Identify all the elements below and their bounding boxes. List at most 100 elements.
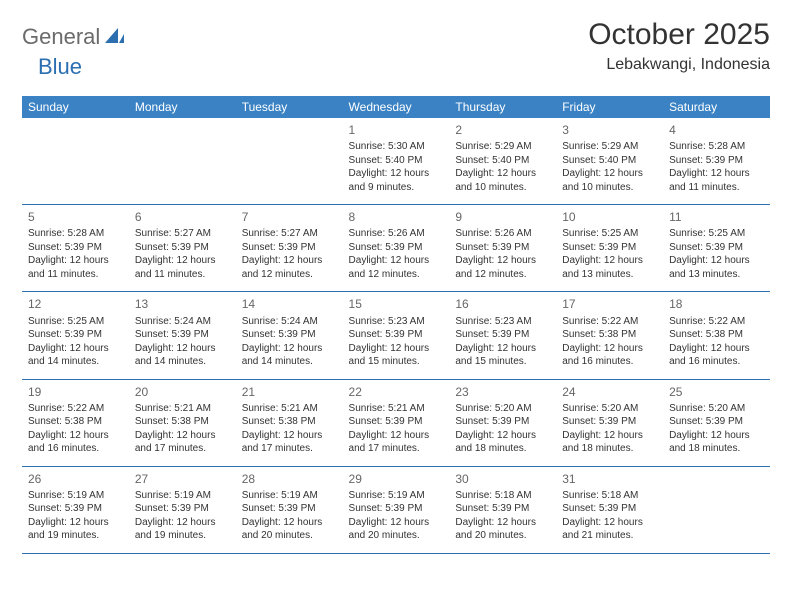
daylight-text: and 20 minutes. xyxy=(349,529,444,543)
day-number: 30 xyxy=(455,471,550,487)
daylight-text: and 17 minutes. xyxy=(135,442,230,456)
day-number: 21 xyxy=(242,384,337,400)
sunset-text: Sunset: 5:39 PM xyxy=(242,502,337,516)
calendar-day-cell: 4Sunrise: 5:28 AMSunset: 5:39 PMDaylight… xyxy=(663,118,770,205)
calendar-day-cell xyxy=(236,118,343,205)
daylight-text: and 9 minutes. xyxy=(349,181,444,195)
brand-logo: General xyxy=(22,24,127,50)
weekday-header: Saturday xyxy=(663,96,770,118)
daylight-text: and 19 minutes. xyxy=(28,529,123,543)
calendar-week-row: 12Sunrise: 5:25 AMSunset: 5:39 PMDayligh… xyxy=(22,292,770,379)
day-number: 14 xyxy=(242,296,337,312)
daylight-text: and 15 minutes. xyxy=(349,355,444,369)
day-number: 22 xyxy=(349,384,444,400)
daylight-text: Daylight: 12 hours xyxy=(135,429,230,443)
calendar-day-cell: 2Sunrise: 5:29 AMSunset: 5:40 PMDaylight… xyxy=(449,118,556,205)
sunrise-text: Sunrise: 5:21 AM xyxy=(135,402,230,416)
sunset-text: Sunset: 5:39 PM xyxy=(669,154,764,168)
weekday-header: Friday xyxy=(556,96,663,118)
sunrise-text: Sunrise: 5:19 AM xyxy=(242,489,337,503)
calendar-week-row: 5Sunrise: 5:28 AMSunset: 5:39 PMDaylight… xyxy=(22,205,770,292)
daylight-text: Daylight: 12 hours xyxy=(135,342,230,356)
sunset-text: Sunset: 5:39 PM xyxy=(669,415,764,429)
daylight-text: Daylight: 12 hours xyxy=(242,429,337,443)
sunset-text: Sunset: 5:39 PM xyxy=(349,415,444,429)
daylight-text: Daylight: 12 hours xyxy=(455,254,550,268)
sunrise-text: Sunrise: 5:19 AM xyxy=(28,489,123,503)
calendar-day-cell: 3Sunrise: 5:29 AMSunset: 5:40 PMDaylight… xyxy=(556,118,663,205)
daylight-text: Daylight: 12 hours xyxy=(242,254,337,268)
weekday-header: Tuesday xyxy=(236,96,343,118)
daylight-text: Daylight: 12 hours xyxy=(28,342,123,356)
sunset-text: Sunset: 5:39 PM xyxy=(562,241,657,255)
sunset-text: Sunset: 5:38 PM xyxy=(28,415,123,429)
sunset-text: Sunset: 5:39 PM xyxy=(28,241,123,255)
calendar-day-cell: 15Sunrise: 5:23 AMSunset: 5:39 PMDayligh… xyxy=(343,292,450,379)
daylight-text: and 13 minutes. xyxy=(562,268,657,282)
sunset-text: Sunset: 5:39 PM xyxy=(135,502,230,516)
calendar-day-cell: 18Sunrise: 5:22 AMSunset: 5:38 PMDayligh… xyxy=(663,292,770,379)
daylight-text: and 16 minutes. xyxy=(669,355,764,369)
daylight-text: and 16 minutes. xyxy=(562,355,657,369)
daylight-text: Daylight: 12 hours xyxy=(349,429,444,443)
weekday-header: Wednesday xyxy=(343,96,450,118)
daylight-text: and 10 minutes. xyxy=(562,181,657,195)
sunrise-text: Sunrise: 5:20 AM xyxy=(669,402,764,416)
daylight-text: Daylight: 12 hours xyxy=(349,254,444,268)
daylight-text: and 13 minutes. xyxy=(669,268,764,282)
sunrise-text: Sunrise: 5:21 AM xyxy=(242,402,337,416)
sunrise-text: Sunrise: 5:27 AM xyxy=(135,227,230,241)
daylight-text: Daylight: 12 hours xyxy=(28,254,123,268)
daylight-text: and 18 minutes. xyxy=(562,442,657,456)
daylight-text: Daylight: 12 hours xyxy=(349,342,444,356)
sunrise-text: Sunrise: 5:22 AM xyxy=(562,315,657,329)
sunrise-text: Sunrise: 5:26 AM xyxy=(455,227,550,241)
sunrise-text: Sunrise: 5:25 AM xyxy=(28,315,123,329)
daylight-text: Daylight: 12 hours xyxy=(135,254,230,268)
day-number: 25 xyxy=(669,384,764,400)
daylight-text: Daylight: 12 hours xyxy=(455,429,550,443)
sunset-text: Sunset: 5:39 PM xyxy=(455,415,550,429)
calendar-day-cell: 11Sunrise: 5:25 AMSunset: 5:39 PMDayligh… xyxy=(663,205,770,292)
sunrise-text: Sunrise: 5:21 AM xyxy=(349,402,444,416)
day-number: 11 xyxy=(669,209,764,225)
daylight-text: and 16 minutes. xyxy=(28,442,123,456)
daylight-text: Daylight: 12 hours xyxy=(669,167,764,181)
sunrise-text: Sunrise: 5:19 AM xyxy=(349,489,444,503)
daylight-text: and 20 minutes. xyxy=(455,529,550,543)
daylight-text: Daylight: 12 hours xyxy=(562,167,657,181)
day-number: 20 xyxy=(135,384,230,400)
calendar-day-cell: 16Sunrise: 5:23 AMSunset: 5:39 PMDayligh… xyxy=(449,292,556,379)
calendar-day-cell: 28Sunrise: 5:19 AMSunset: 5:39 PMDayligh… xyxy=(236,466,343,553)
calendar-table: Sunday Monday Tuesday Wednesday Thursday… xyxy=(22,96,770,554)
day-number: 9 xyxy=(455,209,550,225)
day-number: 23 xyxy=(455,384,550,400)
sunrise-text: Sunrise: 5:28 AM xyxy=(669,140,764,154)
calendar-day-cell: 23Sunrise: 5:20 AMSunset: 5:39 PMDayligh… xyxy=(449,379,556,466)
sunrise-text: Sunrise: 5:19 AM xyxy=(135,489,230,503)
daylight-text: and 18 minutes. xyxy=(455,442,550,456)
calendar-day-cell: 20Sunrise: 5:21 AMSunset: 5:38 PMDayligh… xyxy=(129,379,236,466)
calendar-day-cell: 12Sunrise: 5:25 AMSunset: 5:39 PMDayligh… xyxy=(22,292,129,379)
daylight-text: and 17 minutes. xyxy=(349,442,444,456)
day-number: 18 xyxy=(669,296,764,312)
day-number: 8 xyxy=(349,209,444,225)
day-number: 31 xyxy=(562,471,657,487)
sunrise-text: Sunrise: 5:27 AM xyxy=(242,227,337,241)
calendar-day-cell: 24Sunrise: 5:20 AMSunset: 5:39 PMDayligh… xyxy=(556,379,663,466)
day-number: 19 xyxy=(28,384,123,400)
calendar-week-row: 19Sunrise: 5:22 AMSunset: 5:38 PMDayligh… xyxy=(22,379,770,466)
daylight-text: Daylight: 12 hours xyxy=(242,516,337,530)
day-number: 5 xyxy=(28,209,123,225)
daylight-text: and 11 minutes. xyxy=(669,181,764,195)
sunrise-text: Sunrise: 5:22 AM xyxy=(669,315,764,329)
sunrise-text: Sunrise: 5:20 AM xyxy=(562,402,657,416)
sunrise-text: Sunrise: 5:18 AM xyxy=(562,489,657,503)
sunset-text: Sunset: 5:39 PM xyxy=(135,328,230,342)
weekday-header-row: Sunday Monday Tuesday Wednesday Thursday… xyxy=(22,96,770,118)
calendar-day-cell: 19Sunrise: 5:22 AMSunset: 5:38 PMDayligh… xyxy=(22,379,129,466)
daylight-text: and 14 minutes. xyxy=(135,355,230,369)
calendar-day-cell: 21Sunrise: 5:21 AMSunset: 5:38 PMDayligh… xyxy=(236,379,343,466)
sunset-text: Sunset: 5:39 PM xyxy=(455,241,550,255)
daylight-text: Daylight: 12 hours xyxy=(349,167,444,181)
